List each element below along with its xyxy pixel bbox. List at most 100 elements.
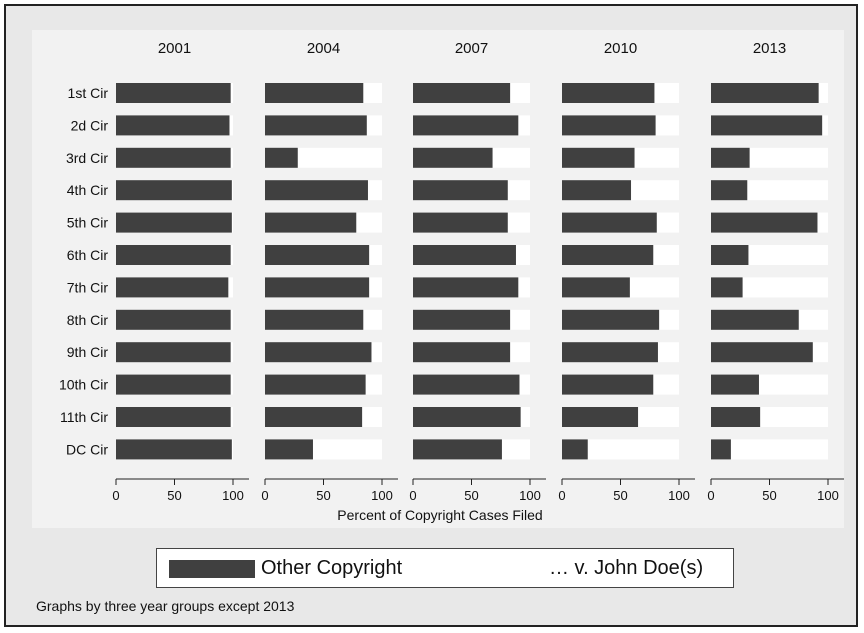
x-tick-label: 50 — [762, 488, 776, 503]
bar-john-doe — [749, 147, 828, 168]
bar-john-doe — [366, 115, 382, 136]
bar-other-copyright — [265, 342, 372, 363]
bar-john-doe — [817, 212, 828, 233]
bar-john-doe — [507, 212, 530, 233]
bar-other-copyright — [116, 115, 230, 136]
bar-john-doe — [587, 439, 679, 460]
bar-john-doe — [822, 115, 828, 136]
bar-other-copyright — [116, 245, 231, 265]
bar-john-doe — [742, 277, 828, 298]
panel-title: 2004 — [307, 40, 340, 57]
category-label: 10th Cir — [59, 377, 108, 393]
bar-john-doe — [229, 115, 233, 136]
bar-john-doe — [634, 147, 679, 168]
panel-title: 2010 — [604, 40, 637, 57]
x-axis-title: Percent of Copyright Cases Filed — [337, 507, 542, 523]
bar-john-doe — [760, 407, 828, 427]
bar-other-copyright — [116, 439, 232, 460]
bar-other-copyright — [562, 115, 656, 136]
bar-other-copyright — [562, 439, 588, 460]
legend-label-other-copyright: Other Copyright — [261, 557, 403, 579]
bar-other-copyright — [116, 277, 229, 298]
bar-john-doe — [230, 83, 233, 103]
bar-john-doe — [367, 180, 382, 201]
bar-other-copyright — [711, 277, 743, 298]
bar-other-copyright — [562, 309, 660, 330]
bar-john-doe — [518, 277, 530, 298]
bar-john-doe — [510, 342, 530, 363]
category-label: 8th Cir — [67, 312, 109, 328]
bar-other-copyright — [562, 180, 632, 201]
bar-other-copyright — [413, 309, 511, 330]
x-tick-label: 0 — [707, 488, 714, 503]
legend-label-john-doe: … v. John Doe(s) — [549, 557, 704, 579]
bar-john-doe — [501, 439, 530, 460]
bar-john-doe — [654, 83, 679, 103]
bar-john-doe — [518, 115, 530, 136]
bar-other-copyright — [265, 309, 364, 330]
bar-other-copyright — [265, 212, 357, 233]
bar-john-doe — [520, 407, 530, 427]
x-tick-label: 50 — [167, 488, 181, 503]
bar-other-copyright — [562, 147, 635, 168]
bar-john-doe — [363, 309, 382, 330]
bar-other-copyright — [265, 277, 370, 298]
bar-john-doe — [656, 212, 679, 233]
legend-swatch-john-doe — [457, 560, 543, 578]
x-tick-label: 0 — [558, 488, 565, 503]
x-tick-label: 0 — [409, 488, 416, 503]
bar-john-doe — [730, 439, 828, 460]
bar-other-copyright — [413, 374, 520, 395]
bar-other-copyright — [562, 277, 630, 298]
bar-other-copyright — [711, 245, 749, 265]
bar-john-doe — [659, 309, 679, 330]
bar-other-copyright — [265, 439, 313, 460]
category-label: 5th Cir — [67, 215, 109, 231]
bar-john-doe — [371, 342, 382, 363]
category-label: 3rd Cir — [66, 150, 108, 166]
bar-john-doe — [519, 374, 530, 395]
bar-other-copyright — [413, 115, 519, 136]
category-label: 2d Cir — [71, 117, 109, 133]
category-label: 4th Cir — [67, 182, 109, 198]
panel-title: 2013 — [753, 40, 786, 57]
bar-other-copyright — [711, 147, 750, 168]
bar-other-copyright — [711, 83, 819, 103]
bar-john-doe — [798, 309, 828, 330]
bar-john-doe — [231, 212, 233, 233]
bar-john-doe — [230, 245, 233, 265]
bar-john-doe — [812, 342, 828, 363]
category-label: 1st Cir — [68, 85, 109, 101]
bar-other-copyright — [265, 407, 363, 427]
bar-other-copyright — [711, 180, 748, 201]
category-label: DC Cir — [66, 441, 108, 457]
x-tick-label: 50 — [613, 488, 627, 503]
bar-other-copyright — [413, 83, 511, 103]
x-tick-label: 100 — [817, 488, 839, 503]
bar-other-copyright — [413, 147, 493, 168]
bar-other-copyright — [562, 83, 655, 103]
bar-other-copyright — [265, 147, 298, 168]
bar-john-doe — [748, 245, 828, 265]
bar-john-doe — [653, 374, 679, 395]
bar-john-doe — [655, 115, 679, 136]
bar-john-doe — [230, 407, 233, 427]
legend: Other Copyright … v. John Doe(s) — [156, 548, 734, 588]
x-tick-label: 100 — [371, 488, 393, 503]
bar-john-doe — [507, 180, 530, 201]
x-tick-label: 100 — [519, 488, 541, 503]
bar-john-doe — [818, 83, 828, 103]
bar-other-copyright — [413, 245, 516, 265]
bar-other-copyright — [711, 374, 759, 395]
x-tick-label: 0 — [112, 488, 119, 503]
bar-other-copyright — [413, 342, 511, 363]
bar-other-copyright — [562, 342, 658, 363]
bar-john-doe — [365, 374, 382, 395]
bar-other-copyright — [265, 374, 366, 395]
figure-note: Graphs by three year groups except 2013 — [36, 598, 295, 614]
x-tick-label: 0 — [261, 488, 268, 503]
bar-john-doe — [369, 277, 382, 298]
chart-svg: 1st Cir 2d Cir 3rd Cir 4th Cir 5th Cir 6th Ci… — [32, 30, 844, 528]
category-label: 7th Cir — [67, 279, 109, 295]
bar-other-copyright — [711, 309, 799, 330]
